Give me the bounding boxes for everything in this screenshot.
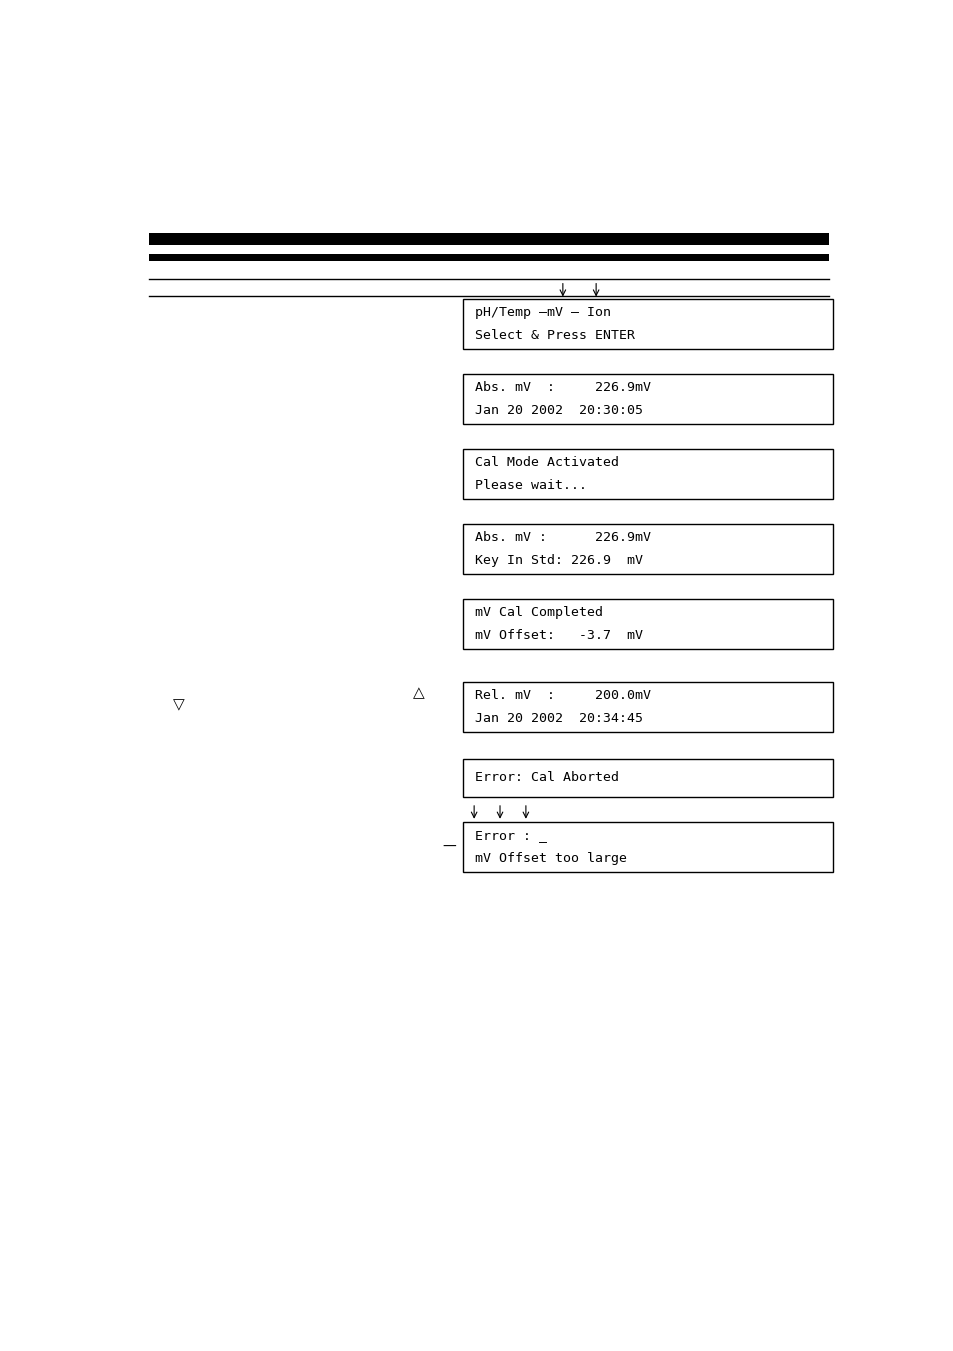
Bar (462, 524, 832, 574)
Text: mV Cal Completed: mV Cal Completed (466, 607, 602, 619)
Text: Cal Mode Activated: Cal Mode Activated (466, 457, 618, 469)
Bar (149, 232, 828, 246)
Text: Key In Std: 226.9  mV: Key In Std: 226.9 mV (466, 554, 642, 567)
Text: △: △ (413, 685, 424, 700)
Text: Abs. mV :      226.9mV: Abs. mV : 226.9mV (466, 531, 650, 544)
Bar (462, 682, 832, 732)
Text: —: — (442, 839, 456, 854)
Text: Please wait...: Please wait... (466, 480, 586, 492)
Bar (462, 450, 832, 499)
Bar (462, 821, 832, 871)
Text: Jan 20 2002  20:34:45: Jan 20 2002 20:34:45 (466, 712, 642, 725)
Text: mV Offset:   -3.7  mV: mV Offset: -3.7 mV (466, 630, 642, 642)
Text: ▽: ▽ (172, 697, 184, 712)
Bar (149, 254, 828, 261)
Text: Error: Cal Aborted: Error: Cal Aborted (466, 771, 618, 785)
Text: mV Offset too large: mV Offset too large (466, 851, 626, 865)
Text: pH/Temp —mV — Ion: pH/Temp —mV — Ion (466, 307, 610, 319)
Text: Jan 20 2002  20:30:05: Jan 20 2002 20:30:05 (466, 404, 642, 417)
Text: Select & Press ENTER: Select & Press ENTER (466, 330, 634, 342)
Bar (462, 374, 832, 424)
Bar (462, 300, 832, 350)
Bar (462, 598, 832, 648)
Text: Abs. mV  :     226.9mV: Abs. mV : 226.9mV (466, 381, 650, 394)
Text: Rel. mV  :     200.0mV: Rel. mV : 200.0mV (466, 689, 650, 703)
Bar (462, 759, 832, 797)
Text: Error : _: Error : _ (466, 828, 546, 842)
